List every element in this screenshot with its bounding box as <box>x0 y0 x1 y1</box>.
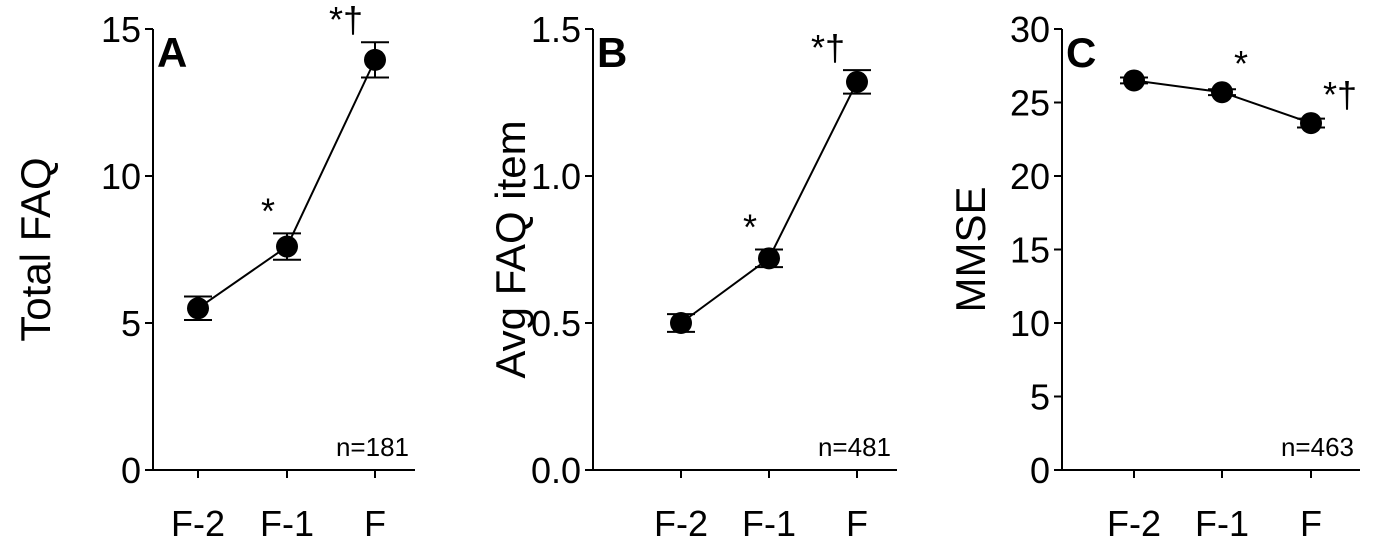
data-point <box>364 48 386 71</box>
x-tick-label: F <box>1300 503 1322 544</box>
data-point <box>1123 69 1145 92</box>
sample-size-label: n=181 <box>336 432 409 462</box>
y-tick-label: 10 <box>1010 303 1050 344</box>
panel-a: 0 5 10 15 F-2 F-1 F Total FAQ An=181 * *† <box>12 0 415 544</box>
x-tick-label: F <box>364 503 386 544</box>
y-tick-label: 5 <box>1030 377 1050 418</box>
panel-c: 0 5 10 15 20 25 30 F-2 F-1 F MMSE Cn=463 * *† <box>947 9 1360 544</box>
panel-letter: B <box>597 29 627 76</box>
y-tick-label: 15 <box>101 9 141 50</box>
data-point <box>1211 81 1233 104</box>
x-tick-label: F-1 <box>260 503 314 544</box>
y-tick-label: 25 <box>1010 83 1050 124</box>
significance-marker: *† <box>811 27 845 68</box>
sample-size-label: n=481 <box>818 432 891 462</box>
panel-letter: A <box>157 29 187 76</box>
x-tick-label: F-1 <box>1195 503 1249 544</box>
y-axis-title: Total FAQ <box>12 157 59 341</box>
significance-marker: * <box>743 207 757 248</box>
significance-marker: *† <box>329 0 363 40</box>
data-point <box>758 247 780 270</box>
y-tick-label: 0 <box>121 450 141 491</box>
y-axis-title: Avg FAQ item <box>487 120 534 378</box>
data-point <box>276 235 298 258</box>
x-tick-label: F-2 <box>1107 503 1161 544</box>
sample-size-label: n=463 <box>1281 432 1354 462</box>
y-tick-label: 1.0 <box>531 156 581 197</box>
x-tick-label: F-2 <box>654 503 708 544</box>
data-point <box>1300 112 1322 135</box>
y-tick-label: 10 <box>101 156 141 197</box>
y-tick-label: 0.5 <box>531 303 581 344</box>
x-tick-label: F-2 <box>171 503 225 544</box>
x-tick-label: F <box>846 503 868 544</box>
y-tick-label: 0 <box>1030 450 1050 491</box>
y-tick-label: 0.0 <box>531 450 581 491</box>
x-tick-label: F-1 <box>742 503 796 544</box>
y-tick-label: 1.5 <box>531 9 581 50</box>
data-point <box>187 297 209 320</box>
data-point <box>846 70 868 93</box>
y-tick-label: 15 <box>1010 230 1050 271</box>
y-tick-label: 30 <box>1010 9 1050 50</box>
panel-letter: C <box>1066 29 1096 76</box>
significance-marker: *† <box>1323 74 1357 115</box>
data-point <box>670 312 692 334</box>
panel-b: 0.0 0.5 1.0 1.5 F-2 F-1 F Avg FAQ item Bn=481 * *† <box>487 9 897 544</box>
series-line <box>197 59 376 310</box>
y-tick-label: 20 <box>1010 156 1050 197</box>
y-axis-title: MMSE <box>947 187 994 313</box>
y-tick-label: 5 <box>121 303 141 344</box>
series-line <box>680 81 858 324</box>
significance-marker: * <box>1234 43 1248 84</box>
significance-marker: * <box>261 190 275 231</box>
